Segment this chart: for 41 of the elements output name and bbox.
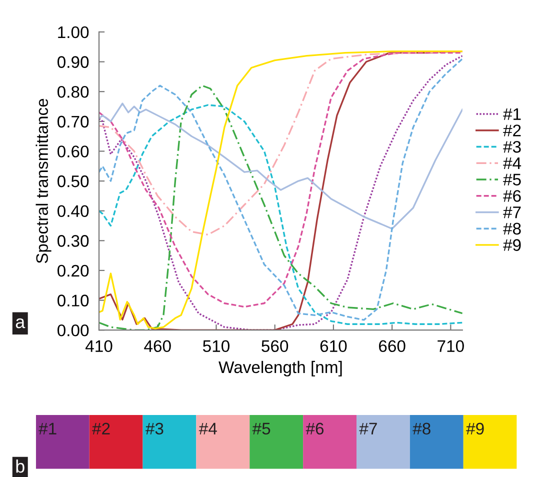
x-tick-label: #4 — [198, 422, 217, 434]
legend-label: #5 — [503, 174, 521, 186]
x-tick-label: 460 — [144, 340, 171, 352]
x-tick-label: #8 — [412, 422, 430, 435]
legend-label: #7 — [503, 206, 521, 218]
x-tick-label: #9 — [466, 422, 484, 435]
x-tick-label: #3 — [146, 422, 164, 435]
y-tick-label: 0.00 — [58, 324, 89, 336]
y-tick-label: 0.40 — [58, 205, 89, 218]
x-tick-label: #6 — [306, 422, 324, 435]
y-axis-title: Spectral transmittance — [36, 98, 52, 264]
x-tick-label: #2 — [92, 422, 110, 434]
legend-label: #3 — [503, 140, 521, 153]
x-tick-label: 510 — [202, 340, 230, 352]
y-tick-label: 1.00 — [58, 26, 89, 38]
y-tick-label: 0.10 — [58, 294, 89, 306]
x-tick-label: 660 — [379, 340, 406, 352]
legend-label: #1 — [503, 108, 521, 120]
legend-label: #8 — [503, 222, 521, 235]
annotation: b — [16, 460, 24, 473]
y-tick-label: 0.90 — [58, 56, 89, 68]
x-tick-label: 560 — [262, 340, 288, 352]
x-axis-title: Wavelength [nm] — [218, 360, 342, 376]
x-tick-label: 610 — [320, 340, 347, 352]
y-tick-label: 0.30 — [58, 235, 89, 247]
legend-label: #9 — [503, 239, 521, 251]
legend-label: #2 — [503, 124, 521, 136]
x-tick-label: #1 — [38, 422, 56, 434]
legend-label: #4 — [503, 157, 522, 169]
y-tick-label: 0.20 — [58, 264, 89, 277]
x-tick-label: 710 — [438, 340, 464, 352]
text: a — [16, 318, 26, 328]
x-tick-label: 410 — [85, 340, 112, 352]
y-tick-label: 0.60 — [58, 146, 89, 158]
y-tick-label: 0.70 — [58, 116, 89, 128]
x-tick-label: #5 — [252, 422, 270, 435]
y-tick-label: 0.80 — [58, 86, 89, 98]
line-series — [99, 102, 462, 230]
y-tick-label: 0.50 — [58, 175, 89, 188]
legend-label: #6 — [503, 190, 521, 202]
x-tick-label: #7 — [359, 422, 377, 434]
